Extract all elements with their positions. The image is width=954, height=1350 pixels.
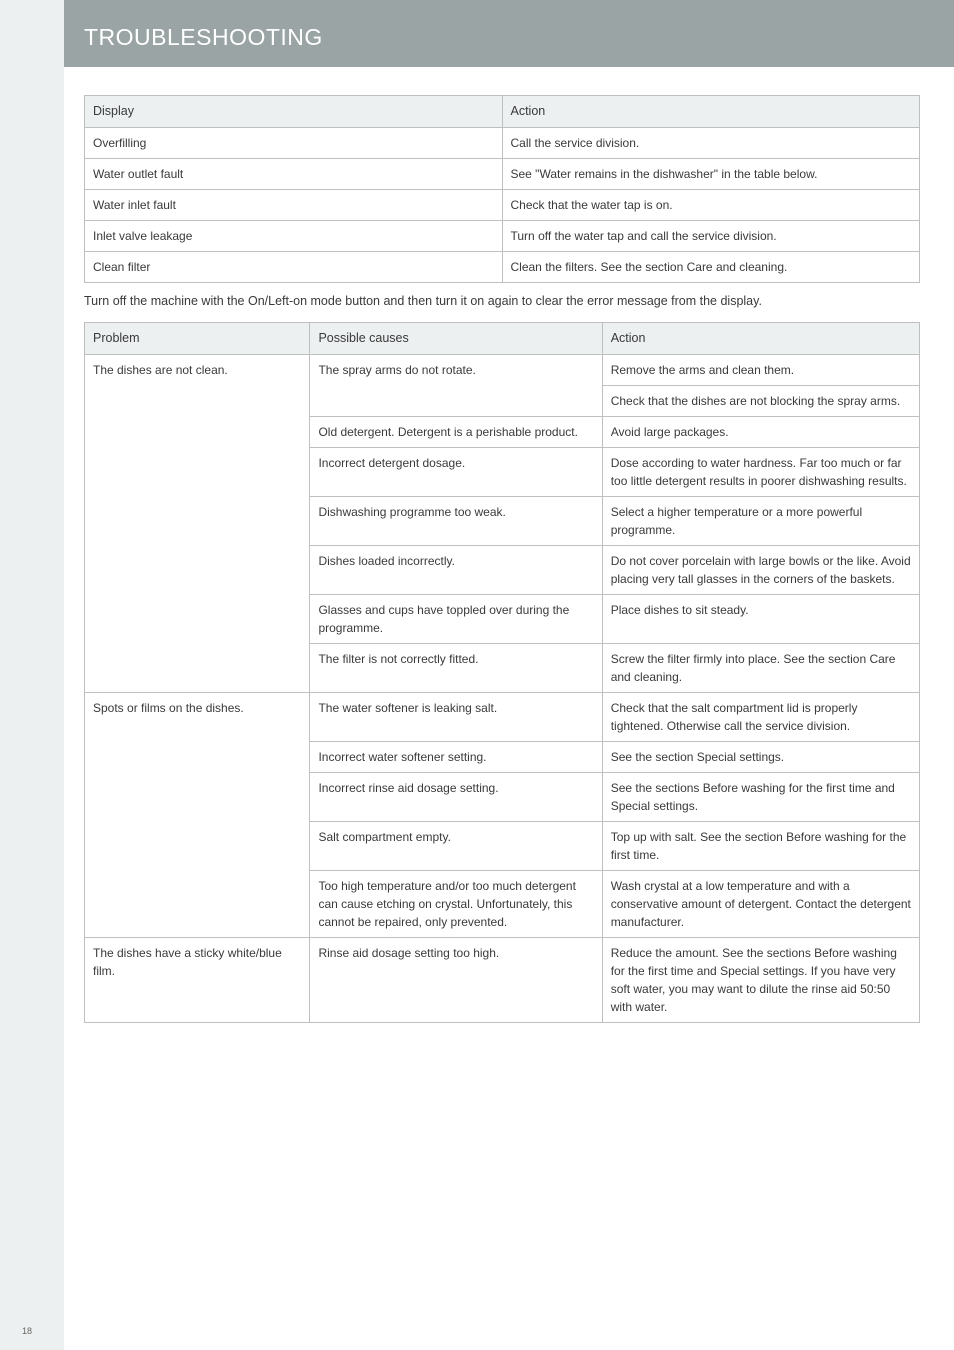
cause-cell: Glasses and cups have toppled over durin… <box>310 595 602 644</box>
cause-cell: Dishes loaded incorrectly. <box>310 546 602 595</box>
t1-header-action: Action <box>502 96 920 128</box>
t2-header-problem: Problem <box>85 323 310 355</box>
page-content: TROUBLESHOOTING Display Action Overfilli… <box>64 0 954 1023</box>
table-row: Clean filterClean the filters. See the s… <box>85 251 920 282</box>
table-cell: Turn off the water tap and call the serv… <box>502 220 920 251</box>
problem-cell: The dishes are not clean. <box>85 355 310 693</box>
action-cell: Check that the dishes are not blocking t… <box>602 386 919 417</box>
cause-cell: Dishwashing programme too weak. <box>310 497 602 546</box>
t2-header-causes: Possible causes <box>310 323 602 355</box>
cause-cell: The water softener is leaking salt. <box>310 693 602 742</box>
cause-cell: The spray arms do not rotate. <box>310 355 602 417</box>
action-cell: See the section Special settings. <box>602 742 919 773</box>
action-cell: Check that the salt compartment lid is p… <box>602 693 919 742</box>
table-cell: Check that the water tap is on. <box>502 189 920 220</box>
problem-cell: The dishes have a sticky white/blue film… <box>85 938 310 1023</box>
table-row: OverfillingCall the service division. <box>85 127 920 158</box>
table-cell: Clean filter <box>85 251 503 282</box>
action-cell: Reduce the amount. See the sections Befo… <box>602 938 919 1023</box>
cause-cell: Rinse aid dosage setting too high. <box>310 938 602 1023</box>
left-margin-strip <box>0 0 64 1350</box>
table-row: The dishes are not clean.The spray arms … <box>85 355 920 386</box>
action-cell: Avoid large packages. <box>602 417 919 448</box>
cause-cell: Incorrect detergent dosage. <box>310 448 602 497</box>
action-cell: Screw the filter firmly into place. See … <box>602 644 919 693</box>
table-cell: Overfilling <box>85 127 503 158</box>
display-action-table: Display Action OverfillingCall the servi… <box>84 95 920 283</box>
inner-content: Display Action OverfillingCall the servi… <box>64 67 954 1023</box>
action-cell: Dose according to water hardness. Far to… <box>602 448 919 497</box>
table-row: Water outlet faultSee "Water remains in … <box>85 158 920 189</box>
table-cell: See "Water remains in the dishwasher" in… <box>502 158 920 189</box>
t2-header-action: Action <box>602 323 919 355</box>
action-cell: Do not cover porcelain with large bowls … <box>602 546 919 595</box>
cause-cell: Incorrect water softener setting. <box>310 742 602 773</box>
page-number: 18 <box>22 1326 32 1336</box>
cause-cell: Salt compartment empty. <box>310 822 602 871</box>
table-cell: Call the service division. <box>502 127 920 158</box>
table-cell: Inlet valve leakage <box>85 220 503 251</box>
table-cell: Clean the filters. See the section Care … <box>502 251 920 282</box>
table-row: Spots or films on the dishes.The water s… <box>85 693 920 742</box>
cause-cell: The filter is not correctly fitted. <box>310 644 602 693</box>
action-cell: Wash crystal at a low temperature and wi… <box>602 871 919 938</box>
action-cell: Top up with salt. See the section Before… <box>602 822 919 871</box>
table-cell: Water outlet fault <box>85 158 503 189</box>
t1-header-display: Display <box>85 96 503 128</box>
cause-cell: Old detergent. Detergent is a perishable… <box>310 417 602 448</box>
page-banner: TROUBLESHOOTING <box>64 0 954 67</box>
action-cell: See the sections Before washing for the … <box>602 773 919 822</box>
cause-cell: Incorrect rinse aid dosage setting. <box>310 773 602 822</box>
table-row: Water inlet faultCheck that the water ta… <box>85 189 920 220</box>
table-row: The dishes have a sticky white/blue film… <box>85 938 920 1023</box>
problem-cell: Spots or films on the dishes. <box>85 693 310 938</box>
intertext: Turn off the machine with the On/Left-on… <box>84 293 920 311</box>
cause-cell: Too high temperature and/or too much det… <box>310 871 602 938</box>
action-cell: Place dishes to sit steady. <box>602 595 919 644</box>
problem-cause-action-table: Problem Possible causes Action The dishe… <box>84 322 920 1023</box>
page-title: TROUBLESHOOTING <box>84 24 934 51</box>
table-row: Inlet valve leakageTurn off the water ta… <box>85 220 920 251</box>
table-cell: Water inlet fault <box>85 189 503 220</box>
action-cell: Select a higher temperature or a more po… <box>602 497 919 546</box>
action-cell: Remove the arms and clean them. <box>602 355 919 386</box>
